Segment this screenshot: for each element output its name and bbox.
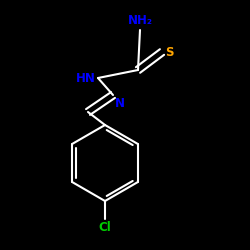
Text: Cl: Cl	[98, 221, 112, 234]
Text: HN: HN	[76, 72, 96, 85]
Text: N: N	[115, 97, 125, 110]
Text: S: S	[165, 46, 173, 59]
Text: NH₂: NH₂	[128, 14, 152, 27]
